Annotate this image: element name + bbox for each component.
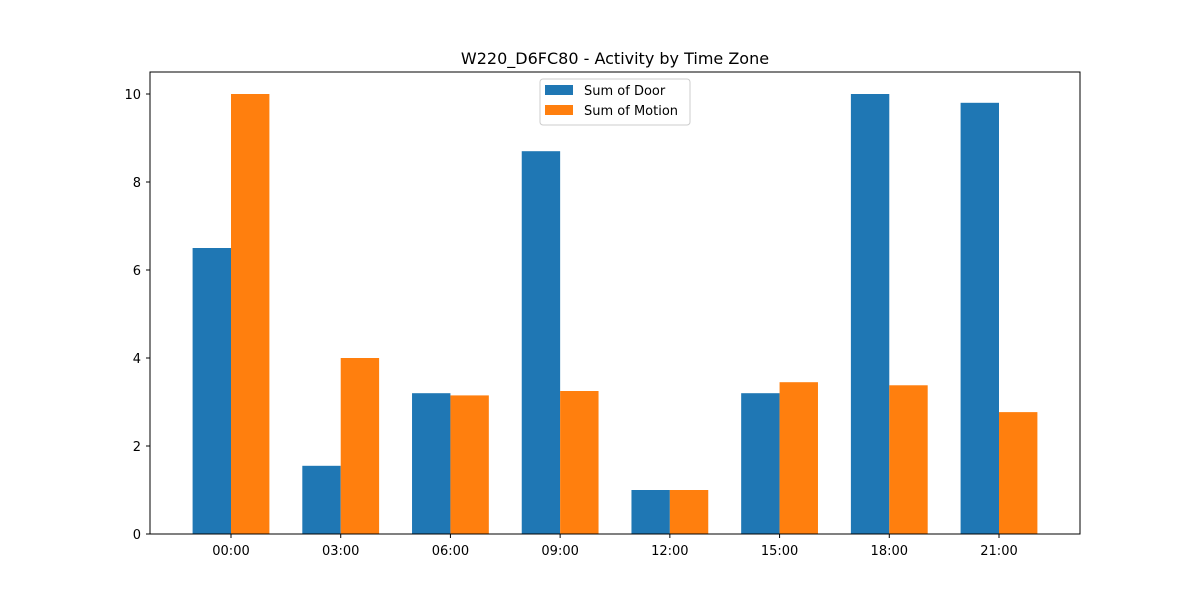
x-tick-label: 15:00 (761, 544, 798, 559)
x-axis: 00:00 03:00 06:00 09:00 12:00 15:00 18:00 21:00 (212, 534, 1018, 559)
bar-motion-1500 (779, 382, 818, 534)
bar-door-0300 (302, 465, 341, 534)
legend-label-door: Sum of Door (584, 84, 666, 99)
y-tick-label: 8 (133, 176, 141, 191)
bar-door-1200 (631, 490, 670, 534)
bar-motion-2100 (999, 412, 1038, 534)
bar-motion-0300 (340, 358, 380, 534)
bar-motion-0600 (450, 395, 489, 534)
bar-motion-0900 (560, 391, 599, 534)
legend: Sum of Door Sum of Motion (539, 78, 691, 126)
x-tick-label: 00:00 (212, 544, 249, 559)
bar-motion-0000 (231, 94, 270, 534)
bars-group (192, 94, 1038, 535)
y-tick-label: 2 (133, 440, 141, 455)
bar-door-0900 (521, 151, 561, 534)
legend-label-motion: Sum of Motion (584, 104, 678, 119)
plot-frame (149, 71, 1081, 535)
x-tick-label: 21:00 (980, 544, 1017, 559)
legend-box (539, 78, 691, 126)
y-tick-label: 0 (133, 528, 141, 543)
bar-door-0000 (192, 248, 231, 534)
y-tick-label: 4 (133, 352, 141, 367)
bar-door-1500 (741, 393, 780, 534)
x-tick-label: 03:00 (322, 544, 359, 559)
y-axis: 0 2 4 6 8 10 (124, 88, 150, 543)
x-tick-label: 09:00 (541, 544, 578, 559)
y-tick-label: 10 (124, 88, 141, 103)
bar-door-2100 (960, 102, 999, 535)
x-tick-label: 18:00 (871, 544, 908, 559)
chart-title: W220_D6FC80 - Activity by Time Zone (461, 49, 769, 69)
bar-door-0600 (412, 393, 451, 534)
x-tick-label: 12:00 (651, 544, 688, 559)
bar-motion-1200 (669, 490, 709, 534)
x-tick-label: 06:00 (432, 544, 469, 559)
bar-door-1800 (850, 94, 890, 534)
y-tick-label: 6 (133, 264, 141, 279)
legend-swatch-door (545, 85, 573, 95)
legend-swatch-motion (545, 105, 573, 115)
bar-motion-1800 (889, 385, 928, 534)
